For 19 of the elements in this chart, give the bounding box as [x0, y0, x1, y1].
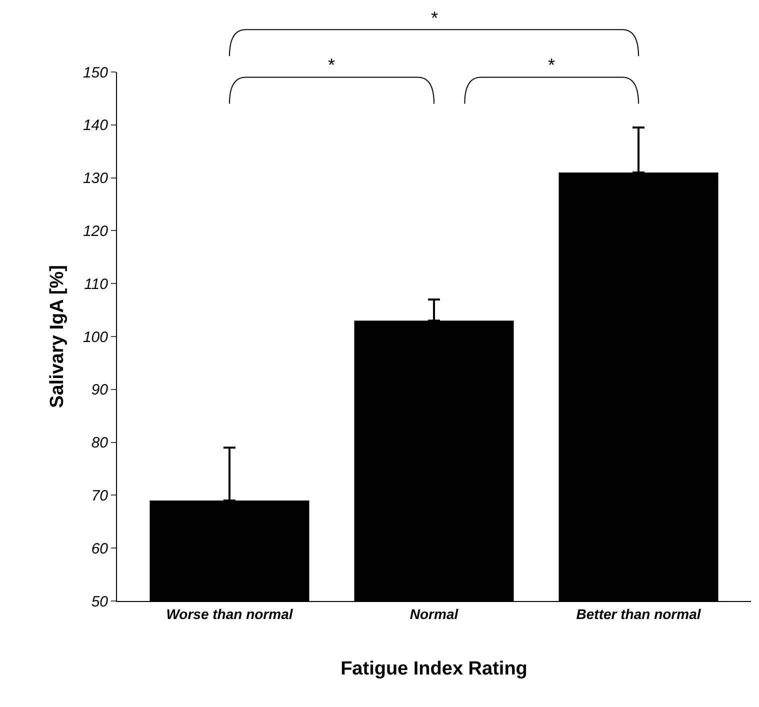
y-tick-label: 100: [82, 328, 109, 346]
x-tick-label: Normal: [410, 606, 460, 622]
y-tick-label: 80: [91, 434, 109, 452]
y-tick-label: 140: [82, 117, 109, 134]
annotation: *: [328, 55, 336, 75]
annotation: *: [548, 55, 556, 75]
y-tick-label: 120: [82, 222, 109, 240]
y-tick-label: 110: [84, 276, 109, 293]
y-axis-title: Salivary IgA [%]: [46, 265, 68, 408]
x-tick-label: Better than normal: [576, 606, 702, 622]
y-tick-label: 70: [91, 487, 109, 504]
x-axis-title: Fatigue Index Rating: [340, 658, 528, 680]
y-tick-label: 130: [82, 170, 109, 188]
y-tick-label: 50: [91, 593, 109, 610]
y-tick-label: 90: [91, 382, 109, 399]
text: *: [431, 8, 438, 28]
y-tick-label: 150: [82, 64, 109, 82]
x-tick-label: Worse than normal: [166, 606, 294, 622]
y-tick-label: 60: [91, 540, 109, 558]
